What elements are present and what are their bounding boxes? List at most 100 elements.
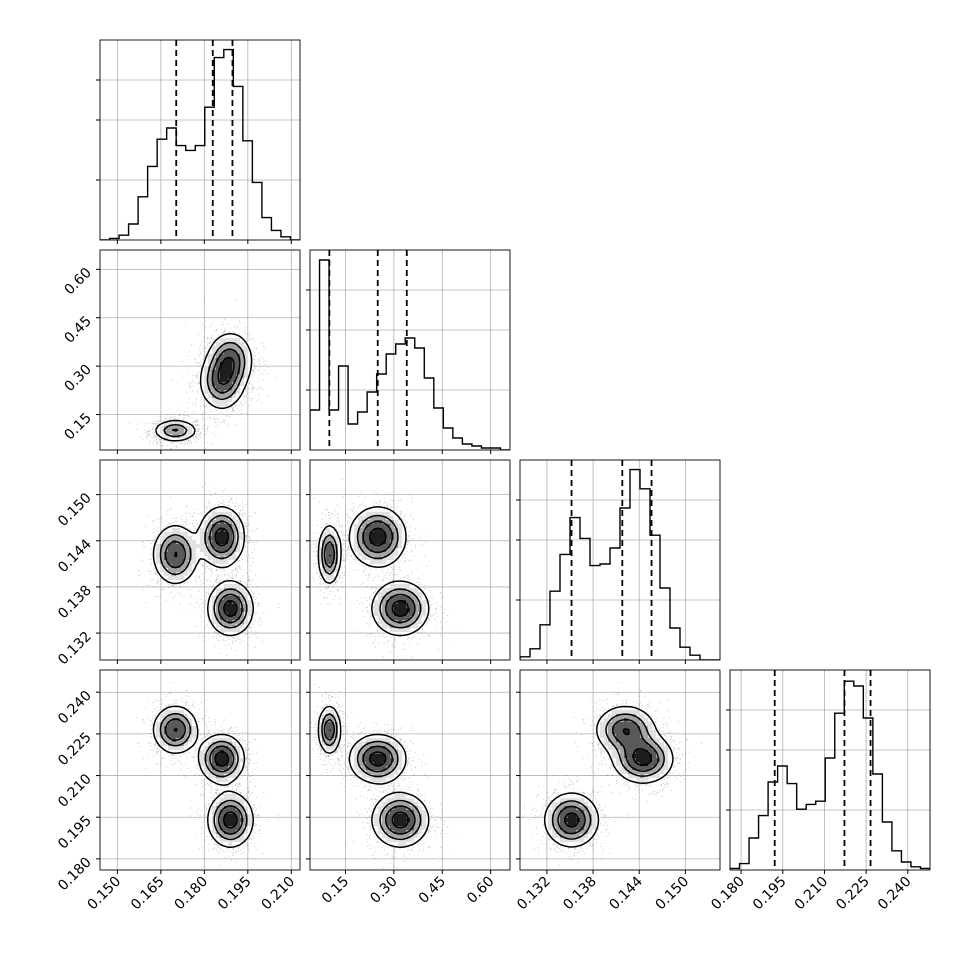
density-cell bbox=[580, 806, 585, 811]
density-cell bbox=[580, 822, 585, 827]
density-cell bbox=[216, 770, 221, 775]
density-cell bbox=[636, 742, 641, 747]
density-cell bbox=[584, 826, 589, 831]
density-cell bbox=[648, 766, 653, 771]
density-cell bbox=[188, 544, 193, 549]
density-cell bbox=[648, 774, 653, 779]
y-tick-label: 0.144 bbox=[55, 536, 95, 576]
density-cell bbox=[636, 746, 641, 751]
density-cell bbox=[362, 560, 367, 565]
density-cell bbox=[612, 722, 617, 727]
density-cell bbox=[406, 798, 411, 803]
density-cell bbox=[394, 608, 399, 613]
density-cell bbox=[176, 430, 181, 435]
density-cell bbox=[664, 742, 669, 747]
density-cell bbox=[164, 738, 169, 743]
density-cell bbox=[244, 370, 249, 375]
density-cell bbox=[382, 810, 387, 815]
density-cell bbox=[216, 734, 221, 739]
density-cell bbox=[196, 552, 201, 557]
density-cell bbox=[216, 838, 221, 843]
density-cell bbox=[374, 536, 379, 541]
density-cell bbox=[552, 806, 557, 811]
density-cell bbox=[236, 592, 241, 597]
density-cell bbox=[358, 750, 363, 755]
density-cell bbox=[212, 508, 217, 513]
density-cell bbox=[208, 814, 213, 819]
density-cell bbox=[172, 726, 177, 731]
density-cell bbox=[224, 822, 229, 827]
density-cell bbox=[208, 738, 213, 743]
density-cell bbox=[394, 814, 399, 819]
density-cell bbox=[326, 576, 331, 581]
density-cell bbox=[386, 540, 391, 545]
density-cell bbox=[362, 536, 367, 541]
density-cell bbox=[216, 754, 221, 759]
density-cell bbox=[220, 512, 225, 517]
density-cell bbox=[244, 834, 249, 839]
density-cell bbox=[382, 818, 387, 823]
density-cell bbox=[232, 596, 237, 601]
density-cell bbox=[188, 540, 193, 545]
density-cell bbox=[652, 754, 657, 759]
density-cell bbox=[208, 374, 213, 379]
density-cell bbox=[248, 814, 253, 819]
density-cell bbox=[600, 726, 605, 731]
density-cell bbox=[244, 830, 249, 835]
density-cell bbox=[644, 770, 649, 775]
density-cell bbox=[176, 568, 181, 573]
density-cell bbox=[386, 814, 391, 819]
density-cell bbox=[236, 548, 241, 553]
density-cell bbox=[652, 774, 657, 779]
density-cell bbox=[644, 730, 649, 735]
density-cell bbox=[386, 758, 391, 763]
density-cell bbox=[204, 742, 209, 747]
density-cell bbox=[624, 774, 629, 779]
density-cell bbox=[184, 552, 189, 557]
density-cell bbox=[212, 536, 217, 541]
density-cell bbox=[398, 834, 403, 839]
density-cell bbox=[624, 714, 629, 719]
density-cell bbox=[172, 734, 177, 739]
density-cell bbox=[220, 842, 225, 847]
density-cell bbox=[394, 770, 399, 775]
density-cell bbox=[366, 536, 371, 541]
density-cell bbox=[248, 596, 253, 601]
density-cell bbox=[406, 822, 411, 827]
panel-2-1 bbox=[306, 459, 511, 664]
density-cell bbox=[228, 612, 233, 617]
density-cell bbox=[156, 544, 161, 549]
density-cell bbox=[576, 838, 581, 843]
density-cell bbox=[572, 818, 577, 823]
density-cell bbox=[168, 532, 173, 537]
density-cell bbox=[334, 742, 339, 747]
density-cell bbox=[156, 540, 161, 545]
density-cell bbox=[228, 758, 233, 763]
density-cell bbox=[224, 378, 229, 383]
density-cell bbox=[390, 774, 395, 779]
density-cell bbox=[612, 718, 617, 723]
density-cell bbox=[180, 710, 185, 715]
density-cell bbox=[366, 508, 371, 513]
density-cell bbox=[378, 778, 383, 783]
density-cell bbox=[228, 584, 233, 589]
density-cell bbox=[232, 798, 237, 803]
density-cell bbox=[184, 714, 189, 719]
density-cell bbox=[382, 592, 387, 597]
density-cell bbox=[652, 766, 657, 771]
density-cell bbox=[386, 838, 391, 843]
density-cell bbox=[228, 552, 233, 557]
density-cell bbox=[612, 714, 617, 719]
density-cell bbox=[200, 382, 205, 387]
density-cell bbox=[322, 572, 327, 577]
contour-line bbox=[152, 705, 254, 849]
density-cell bbox=[220, 536, 225, 541]
density-cell bbox=[394, 830, 399, 835]
density-cell bbox=[168, 746, 173, 751]
density-cell bbox=[204, 358, 209, 363]
density-cell bbox=[168, 714, 173, 719]
density-cell bbox=[184, 742, 189, 747]
density-cell bbox=[208, 600, 213, 605]
density-cell bbox=[402, 604, 407, 609]
density-cell bbox=[636, 766, 641, 771]
